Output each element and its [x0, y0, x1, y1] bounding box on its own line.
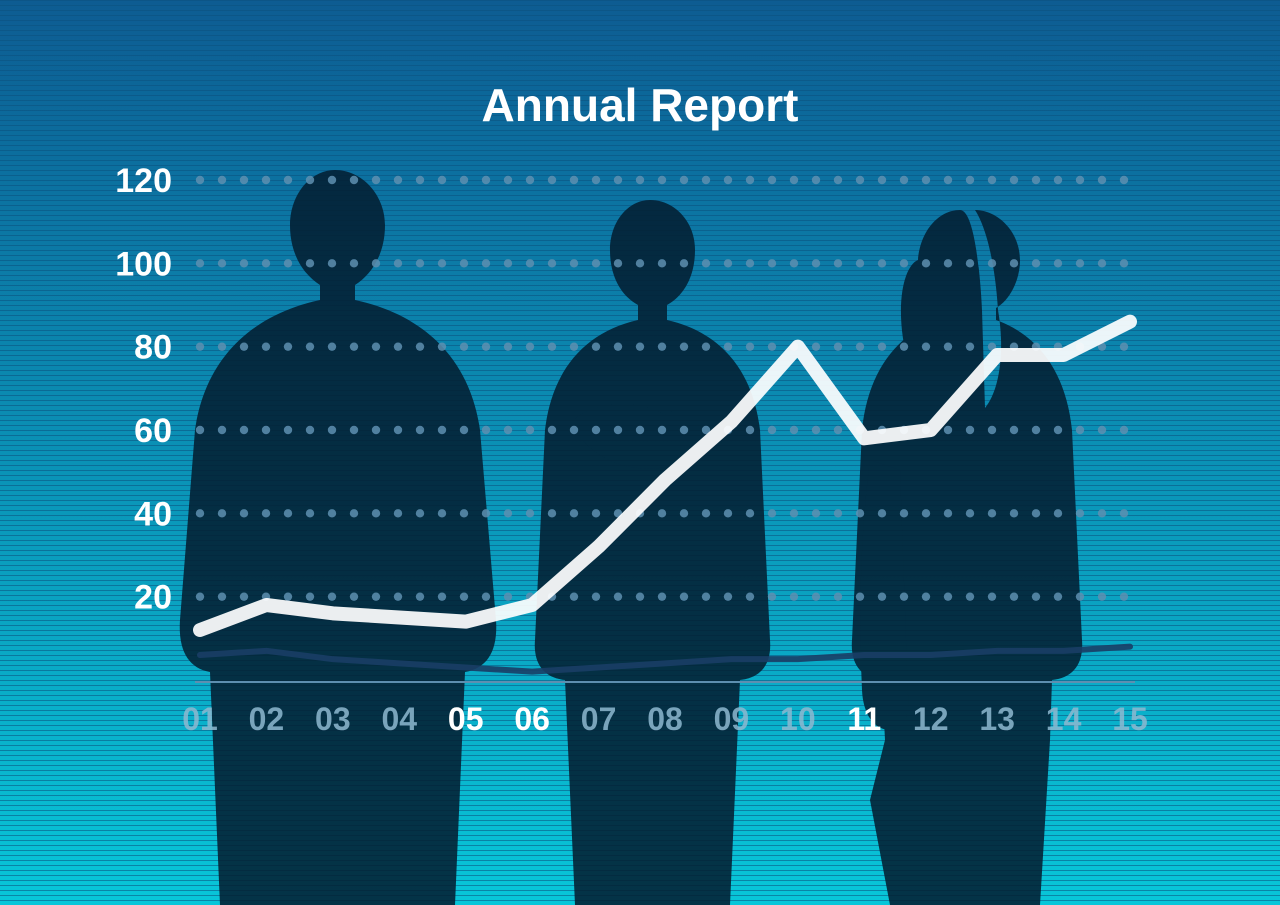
x-tick-label: 06: [514, 701, 550, 737]
y-tick-label: 100: [115, 245, 172, 283]
y-tick-label: 60: [134, 412, 172, 450]
x-tick-label: 12: [913, 701, 949, 737]
chart-title: Annual Report: [0, 78, 1280, 132]
stage: 20 40 60 80 100 120 01 02 03 04 05 06 07 08 09 10 11 12 13…: [0, 0, 1280, 905]
y-tick-label: 120: [115, 162, 172, 200]
x-tick-label: 14: [1046, 701, 1082, 737]
x-tick-label: 10: [780, 701, 816, 737]
y-tick-label: 20: [134, 579, 172, 617]
x-tick-label: 05: [448, 701, 484, 737]
x-tick-label: 09: [714, 701, 750, 737]
x-tick-label: 13: [979, 701, 1015, 737]
x-tick-label: 11: [847, 701, 881, 737]
y-tick-label: 40: [134, 495, 172, 533]
x-tick-label: 07: [581, 701, 617, 737]
x-tick-label: 04: [381, 701, 417, 737]
x-tick-label: 15: [1112, 701, 1148, 737]
chart-canvas: 20 40 60 80 100 120 01 02 03 04 05 06 07 08 09 10 11 12 13…: [0, 0, 1280, 905]
silhouettes: [180, 170, 1082, 905]
y-tick-label: 80: [134, 329, 172, 367]
x-tick-label: 02: [249, 701, 285, 737]
x-tick-label: 01: [182, 701, 218, 737]
x-tick-label: 08: [647, 701, 683, 737]
x-tick-label: 03: [315, 701, 351, 737]
